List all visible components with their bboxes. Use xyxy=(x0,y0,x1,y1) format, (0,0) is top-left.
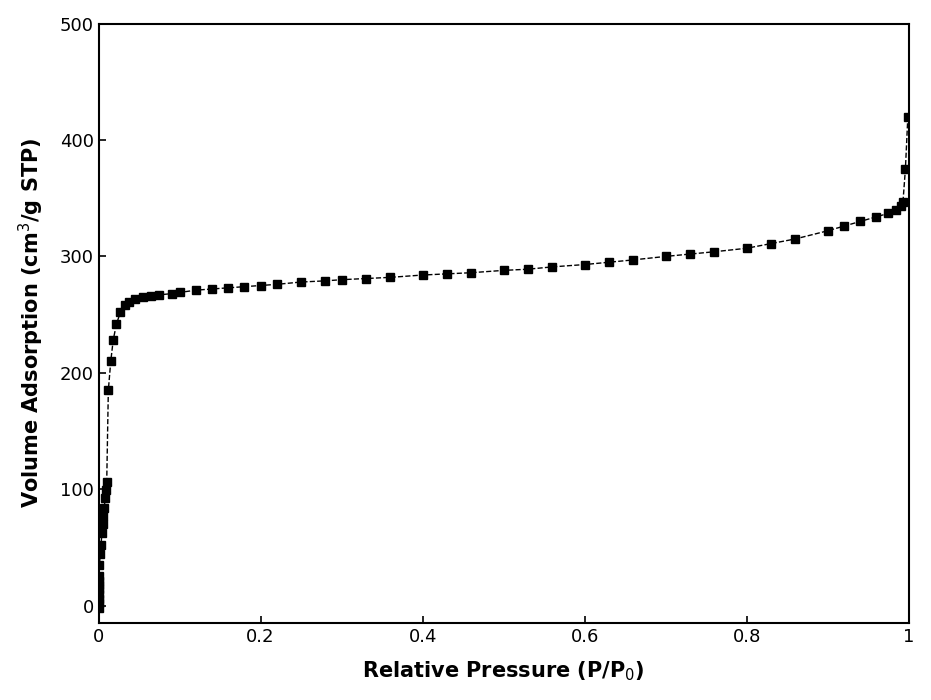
X-axis label: Relative Pressure (P/P$_0$): Relative Pressure (P/P$_0$) xyxy=(362,659,645,683)
Y-axis label: Volume Adsorption (cm$^3$/g STP): Volume Adsorption (cm$^3$/g STP) xyxy=(17,138,46,508)
